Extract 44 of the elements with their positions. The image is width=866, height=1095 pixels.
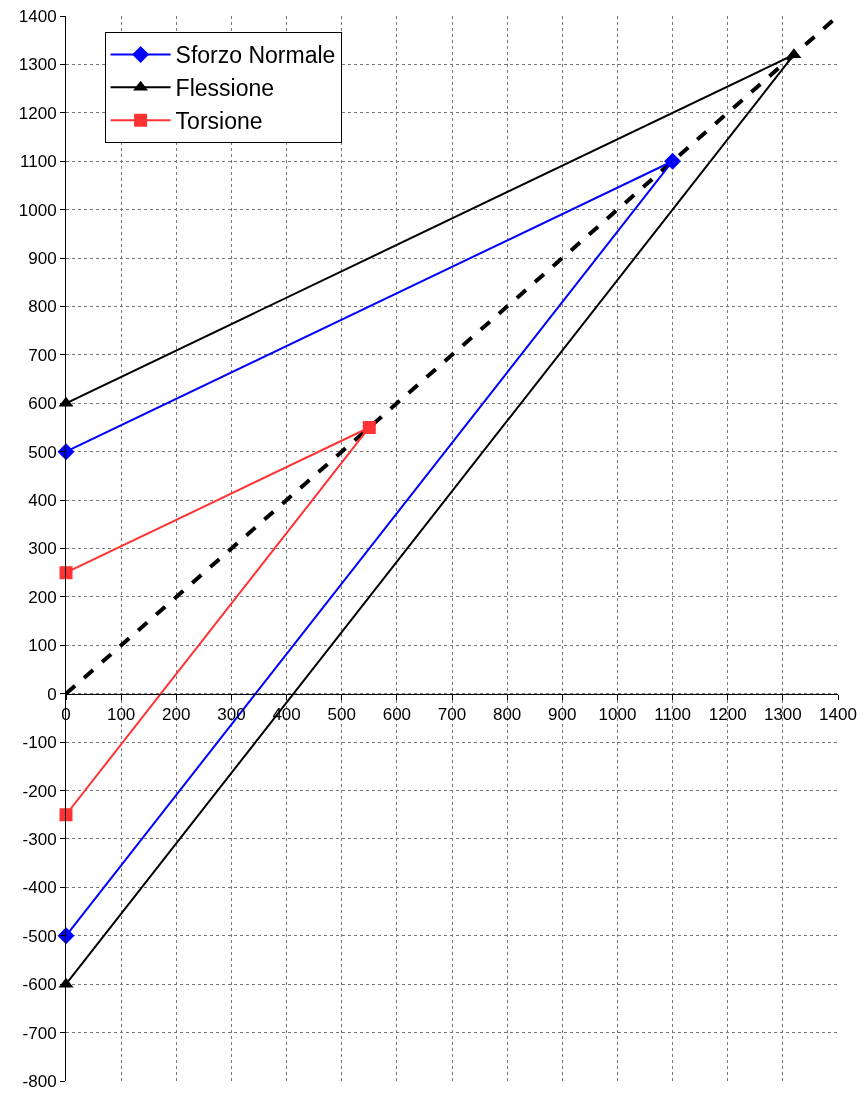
y-tick-label: 1000 — [18, 200, 57, 220]
x-tick-label: 700 — [437, 705, 467, 725]
point — [59, 566, 73, 580]
point — [57, 443, 75, 461]
x-tick-label: 100 — [106, 705, 136, 725]
y-tick-label: 0 — [47, 684, 57, 704]
point — [57, 927, 75, 945]
y-tick-label: 1200 — [18, 103, 57, 123]
y-tick-label: -300 — [22, 829, 57, 849]
y-tick-label: 100 — [28, 636, 57, 656]
x-tick-label: 1300 — [763, 705, 802, 725]
y-tick-label: 500 — [28, 442, 57, 462]
y-tick-label: 300 — [28, 539, 57, 559]
y-tick-label: 900 — [28, 249, 57, 268]
x-tick-label: 1100 — [654, 705, 691, 725]
y-tick-label: -100 — [22, 733, 57, 753]
point — [59, 808, 73, 822]
x-tick-label: 800 — [492, 705, 522, 725]
y-tick-label: -700 — [22, 1023, 57, 1043]
point — [664, 152, 682, 170]
x-tick-label: 1000 — [598, 705, 637, 725]
y-tick-label: 800 — [28, 297, 57, 317]
y-tick-label: -800 — [22, 1071, 57, 1091]
y-tick-label: 1400 — [18, 6, 57, 26]
x-tick-label: 1200 — [708, 705, 747, 725]
x-tick-label: 900 — [548, 705, 577, 725]
y-tick-label: 600 — [28, 394, 57, 414]
y-tick-label: 1100 — [20, 152, 57, 172]
x-tick-label: 200 — [162, 705, 191, 725]
y-tick-label: -500 — [22, 926, 57, 946]
y-tick-label: 700 — [28, 345, 57, 365]
legend-label: Sforzo Normale — [175, 42, 336, 69]
y-tick-label: -200 — [22, 781, 57, 801]
point — [362, 420, 376, 434]
x-tick-label: 1400 — [819, 705, 857, 725]
y-tick-label: -600 — [22, 975, 57, 995]
x-tick-label: 600 — [382, 705, 412, 725]
y-tick-label: -400 — [22, 878, 57, 898]
legend-label: Flessione — [175, 75, 275, 102]
legend-label: Torsione — [175, 108, 263, 135]
y-tick-label: 1300 — [18, 55, 57, 75]
x-tick-label: 500 — [327, 705, 356, 725]
y-tick-label: 200 — [28, 587, 57, 607]
y-tick-label: 400 — [28, 491, 57, 511]
